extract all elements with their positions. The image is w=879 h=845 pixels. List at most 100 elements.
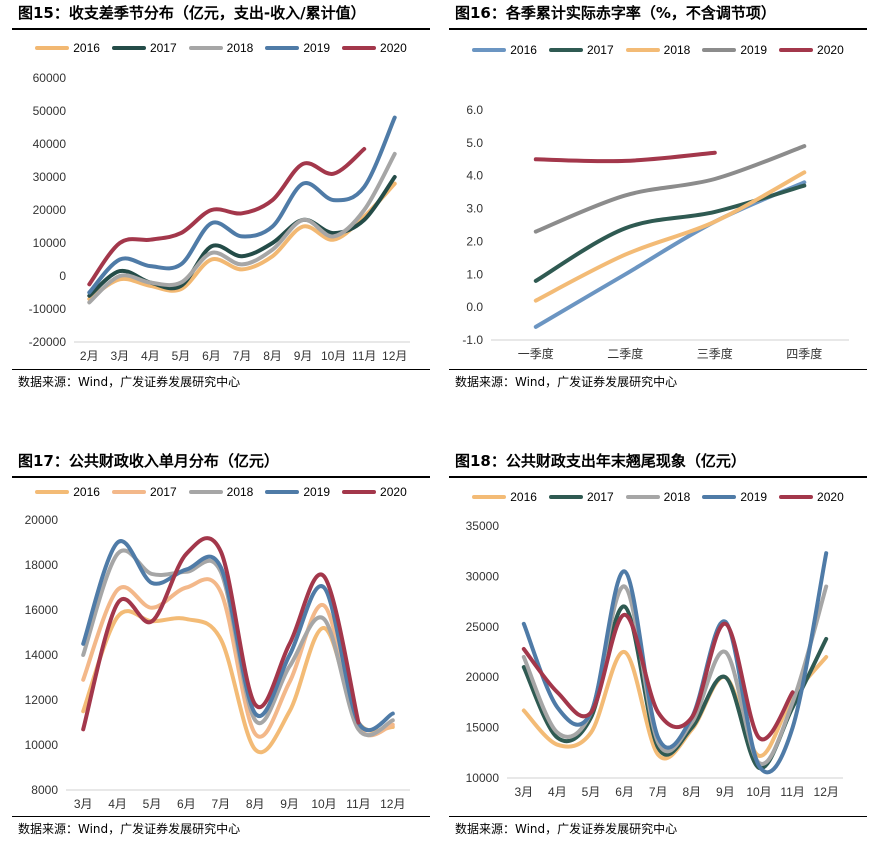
x-tick-label: 四季度 bbox=[786, 346, 822, 361]
legend-item: 2017 bbox=[111, 485, 177, 499]
legend-item: 2018 bbox=[188, 485, 254, 499]
legend-swatch bbox=[342, 46, 377, 50]
legend-swatch bbox=[779, 48, 814, 52]
y-tick-label: 20000 bbox=[25, 513, 59, 527]
legend-label: 2017 bbox=[149, 41, 177, 55]
x-tick-label: 二季度 bbox=[607, 346, 643, 361]
legend-item: 2018 bbox=[625, 490, 690, 504]
legend-label: 2020 bbox=[380, 485, 407, 499]
chart-plot: -20000 -10000 0 10000 20000 30000 40000 50000 60… bbox=[29, 71, 410, 363]
x-tick-label: 6月 bbox=[202, 349, 221, 363]
source-rule bbox=[12, 816, 430, 817]
legend-item: 2016 bbox=[35, 485, 100, 499]
series-line-2020 bbox=[81, 536, 361, 732]
x-tick-label: 8月 bbox=[246, 797, 265, 811]
legend-label: 2020 bbox=[817, 490, 844, 504]
legend-item: 2018 bbox=[188, 41, 254, 55]
legend-item: 2020 bbox=[342, 485, 407, 499]
legend-item: 2019 bbox=[265, 485, 330, 499]
y-tick-label: 10000 bbox=[33, 236, 67, 250]
legend-item: 2017 bbox=[111, 41, 177, 55]
y-tick-label: 20000 bbox=[466, 670, 500, 684]
x-tick-label: 4月 bbox=[108, 797, 127, 811]
legend-swatch bbox=[35, 490, 70, 494]
chart-title: 图17：公共财政收入单月分布（亿元） bbox=[18, 452, 279, 470]
y-tick-label: 15000 bbox=[466, 721, 500, 735]
x-tick-label: 3月 bbox=[74, 797, 93, 811]
x-tick-label: 12月 bbox=[382, 349, 407, 363]
source-note: 数据来源：Wind，广发证券发展研究中心 bbox=[18, 375, 241, 389]
y-tick-label: 10000 bbox=[466, 771, 500, 785]
legend-item: 2016 bbox=[35, 41, 100, 55]
series-line-2016 bbox=[87, 181, 397, 302]
legend-label: 2016 bbox=[73, 485, 100, 499]
series-line-2018 bbox=[533, 170, 807, 303]
legend-label: 2018 bbox=[226, 41, 254, 55]
x-tick-label: 一季度 bbox=[518, 346, 554, 361]
y-tick-label: 20000 bbox=[33, 203, 67, 217]
x-tick-label: 三季度 bbox=[697, 346, 733, 361]
legend-item: 2020 bbox=[779, 490, 844, 504]
y-tick-label: 35000 bbox=[466, 519, 500, 533]
series-line-2017 bbox=[533, 183, 807, 283]
legend-swatch bbox=[188, 490, 223, 494]
chart-title: 图15：收支差季节分布（亿元，支出-收入/累计值） bbox=[18, 4, 366, 22]
y-tick-label: -20000 bbox=[29, 335, 67, 349]
y-tick-label: 40000 bbox=[33, 137, 67, 151]
chart-legend: 2016 2017 2018 2019 2020 bbox=[449, 486, 867, 508]
y-tick-label: 16000 bbox=[25, 603, 59, 617]
series-line-2019 bbox=[87, 115, 397, 295]
legend-label: 2018 bbox=[226, 485, 254, 499]
legend-swatch bbox=[265, 490, 300, 494]
legend-label: 2017 bbox=[149, 485, 177, 499]
y-tick-label: 4.0 bbox=[466, 169, 483, 183]
y-tick-label: -10000 bbox=[29, 302, 67, 316]
x-tick-label: 6月 bbox=[615, 785, 634, 799]
y-tick-label: 10000 bbox=[25, 738, 59, 752]
x-tick-label: 10月 bbox=[321, 349, 346, 363]
title-rule bbox=[449, 28, 867, 30]
series-line-2020 bbox=[533, 150, 717, 164]
source-rule bbox=[449, 369, 867, 370]
x-tick-label: 11月 bbox=[346, 797, 370, 811]
legend-swatch bbox=[342, 490, 377, 494]
legend-swatch bbox=[265, 46, 300, 50]
legend-item: 2017 bbox=[548, 490, 614, 504]
x-tick-label: 6月 bbox=[177, 797, 196, 811]
y-tick-label: 5.0 bbox=[466, 136, 483, 150]
legend-label: 2016 bbox=[510, 490, 537, 504]
y-tick-label: 0.0 bbox=[466, 300, 483, 314]
y-tick-label: 2.0 bbox=[466, 234, 483, 248]
chart-panel-fig15: 图15：收支差季节分布（亿元，支出-收入/累计值） 2016 2017 2018… bbox=[12, 0, 430, 395]
legend-label: 2016 bbox=[73, 41, 100, 55]
legend-item: 2019 bbox=[702, 43, 767, 57]
series-line-2016 bbox=[521, 650, 829, 761]
y-tick-label: 30000 bbox=[466, 569, 500, 583]
chart-legend: 2016 2017 2018 2019 2020 bbox=[12, 37, 430, 59]
chart-plot: 8000 10000 12000 14000 16000 18000 20000 3月 4月 5月… bbox=[25, 513, 410, 811]
legend-label: 2017 bbox=[586, 43, 614, 57]
source-rule bbox=[449, 816, 867, 817]
series-line-2020 bbox=[521, 612, 795, 742]
series-line-2017 bbox=[81, 577, 395, 739]
legend-swatch bbox=[702, 48, 737, 52]
legend-item: 2020 bbox=[342, 41, 407, 55]
legend-swatch bbox=[779, 495, 814, 499]
legend-label: 2019 bbox=[303, 41, 331, 55]
x-tick-label: 9月 bbox=[294, 349, 313, 363]
title-rule bbox=[449, 476, 867, 478]
legend-label: 2019 bbox=[303, 485, 331, 499]
legend-item: 2020 bbox=[779, 43, 844, 57]
x-tick-label: 9月 bbox=[280, 797, 299, 811]
legend-swatch bbox=[111, 46, 146, 50]
chart-legend: 2016 2017 2018 2019 2020 bbox=[449, 39, 867, 61]
series-line-2019 bbox=[81, 539, 395, 733]
title-rule bbox=[12, 28, 430, 30]
y-tick-label: 6.0 bbox=[466, 103, 483, 117]
legend-label: 2020 bbox=[380, 41, 407, 55]
x-tick-label: 2月 bbox=[80, 349, 99, 363]
x-tick-label: 11月 bbox=[780, 785, 804, 799]
series-line-2020 bbox=[87, 147, 367, 287]
series-line-2019 bbox=[533, 144, 807, 234]
chart-legend: 2016 2017 2018 2019 2020 bbox=[12, 481, 430, 503]
